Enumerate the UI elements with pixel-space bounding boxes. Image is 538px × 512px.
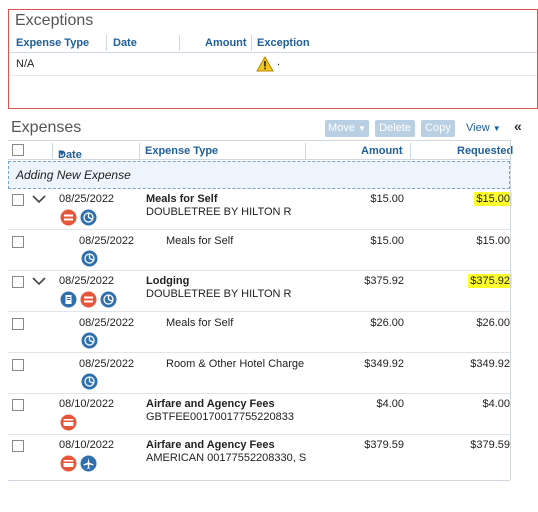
expense-row[interactable]: 08/10/2022 Airfare and Agency Fees GBTFE…: [8, 395, 510, 435]
expense-amount: $15.00: [370, 193, 404, 205]
expense-type: Meals for Self: [166, 317, 234, 329]
expense-type: Airfare and Agency Fees: [146, 439, 275, 451]
expense-type: Room & Other Hotel Charge: [166, 358, 305, 370]
airplane-icon: [80, 455, 97, 472]
expense-row[interactable]: 08/25/2022 Meals for Self $15.00 $15.00: [8, 231, 510, 271]
expense-row[interactable]: 08/25/2022 Lodging DOUBLETREE BY HILTON …: [8, 272, 512, 312]
row-checkbox[interactable]: [12, 194, 24, 206]
expense-date: 08/25/2022: [79, 235, 135, 247]
expense-requested: $379.59: [470, 439, 510, 451]
expense-amount: $4.00: [376, 398, 404, 410]
credit-card-icon: [60, 414, 77, 431]
expense-date: 08/25/2022: [59, 193, 115, 205]
expense-requested: $349.92: [470, 358, 510, 370]
dropdown-caret-icon: ▼: [492, 124, 501, 133]
move-button-label: Move: [328, 122, 355, 134]
row-checkbox[interactable]: [12, 359, 24, 371]
expense-date: 08/25/2022: [79, 317, 135, 329]
expense-amount: $349.92: [364, 358, 404, 370]
expense-type: Lodging: [146, 275, 190, 287]
row-checkbox[interactable]: [12, 276, 24, 288]
expense-requested: $15.00: [476, 235, 510, 247]
col-amount[interactable]: Amount: [361, 145, 403, 157]
sort-desc-icon: ▼: [58, 149, 66, 158]
expense-vendor: GBTFEE00170017755220833: [146, 411, 295, 423]
expense-requested: $15.00: [474, 192, 512, 206]
col-date-label: Date: [58, 149, 82, 161]
exception-text: .: [277, 56, 281, 68]
no-entry-icon: [60, 209, 77, 226]
delete-button[interactable]: Delete: [375, 120, 415, 137]
expense-amount: $15.00: [370, 235, 404, 247]
row-checkbox[interactable]: [12, 236, 24, 248]
exception-row[interactable]: N/A .: [9, 54, 537, 76]
col-requested[interactable]: Requested: [457, 145, 514, 157]
table-right-border: [510, 140, 511, 480]
expenses-panel: Expenses Move ▼ Delete Copy View ▼ « Dat…: [8, 116, 538, 512]
expense-type: Meals for Self: [166, 235, 234, 247]
expense-row[interactable]: 08/25/2022 Meals for Self DOUBLETREE BY …: [8, 190, 512, 230]
adding-new-expense-label: Adding New Expense: [16, 168, 131, 182]
view-menu-label: View: [466, 122, 490, 134]
row-checkbox[interactable]: [12, 399, 24, 411]
receipt-chart-icon: [81, 373, 98, 390]
expense-type: Airfare and Agency Fees: [146, 398, 275, 410]
expense-date: 08/10/2022: [59, 439, 115, 451]
no-entry-icon: [80, 291, 97, 308]
move-button[interactable]: Move ▼: [325, 120, 369, 137]
expense-date: 08/25/2022: [79, 358, 135, 370]
expense-amount: $26.00: [370, 317, 404, 329]
exceptions-title: Exceptions: [15, 12, 94, 29]
view-menu-button[interactable]: View ▼: [466, 120, 501, 137]
col-amount[interactable]: Amount: [205, 37, 247, 49]
warning-icon: [256, 55, 274, 75]
copy-button[interactable]: Copy: [421, 120, 455, 137]
expenses-title: Expenses: [11, 119, 82, 136]
expense-vendor: AMERICAN 00177552208330, S: [146, 452, 307, 464]
expense-vendor: DOUBLETREE BY HILTON R: [146, 288, 292, 300]
expense-requested: $375.92: [468, 274, 512, 288]
row-checkbox[interactable]: [12, 440, 24, 452]
receipt-chart-icon: [81, 332, 98, 349]
credit-card-icon: [60, 455, 77, 472]
collapse-panel-icon[interactable]: «: [514, 118, 522, 134]
adding-new-expense-row[interactable]: Adding New Expense: [8, 161, 510, 189]
receipt-icon: [60, 291, 77, 308]
expense-requested: $26.00: [476, 317, 510, 329]
chevron-down-icon[interactable]: [32, 194, 46, 204]
expense-amount: $379.59: [364, 439, 404, 451]
expense-vendor: DOUBLETREE BY HILTON R: [146, 206, 292, 218]
row-checkbox[interactable]: [12, 318, 24, 330]
select-all-checkbox[interactable]: [12, 144, 24, 156]
expense-requested: $4.00: [482, 398, 510, 410]
receipt-chart-icon: [100, 291, 117, 308]
col-expense-type[interactable]: Expense Type: [145, 145, 219, 157]
col-date[interactable]: Date: [113, 37, 137, 49]
exceptions-panel: Exceptions Expense Type Date Amount Exce…: [8, 9, 538, 109]
expense-row[interactable]: 08/25/2022 Room & Other Hotel Charge $34…: [8, 354, 510, 394]
table-bottom-border: [8, 480, 510, 481]
receipt-chart-icon: [80, 209, 97, 226]
expenses-table-header: Date ▼ Expense Type Amount Requested: [8, 140, 514, 161]
expense-type: Meals for Self: [146, 193, 218, 205]
exceptions-header: Expense Type Date Amount Exception: [9, 33, 537, 53]
expense-date: 08/25/2022: [59, 275, 115, 287]
col-expense-type[interactable]: Expense Type: [16, 37, 90, 49]
expense-date: 08/10/2022: [59, 398, 115, 410]
dropdown-caret-icon: ▼: [358, 124, 366, 133]
expense-amount: $375.92: [364, 275, 404, 287]
expense-row[interactable]: 08/25/2022 Meals for Self $26.00 $26.00: [8, 313, 510, 353]
expense-row[interactable]: 08/10/2022 Airfare and Agency Fees AMERI…: [8, 436, 510, 480]
col-exception[interactable]: Exception: [257, 37, 310, 49]
receipt-chart-icon: [81, 250, 98, 267]
chevron-down-icon[interactable]: [32, 276, 46, 286]
exception-expense-type: N/A: [16, 58, 35, 70]
